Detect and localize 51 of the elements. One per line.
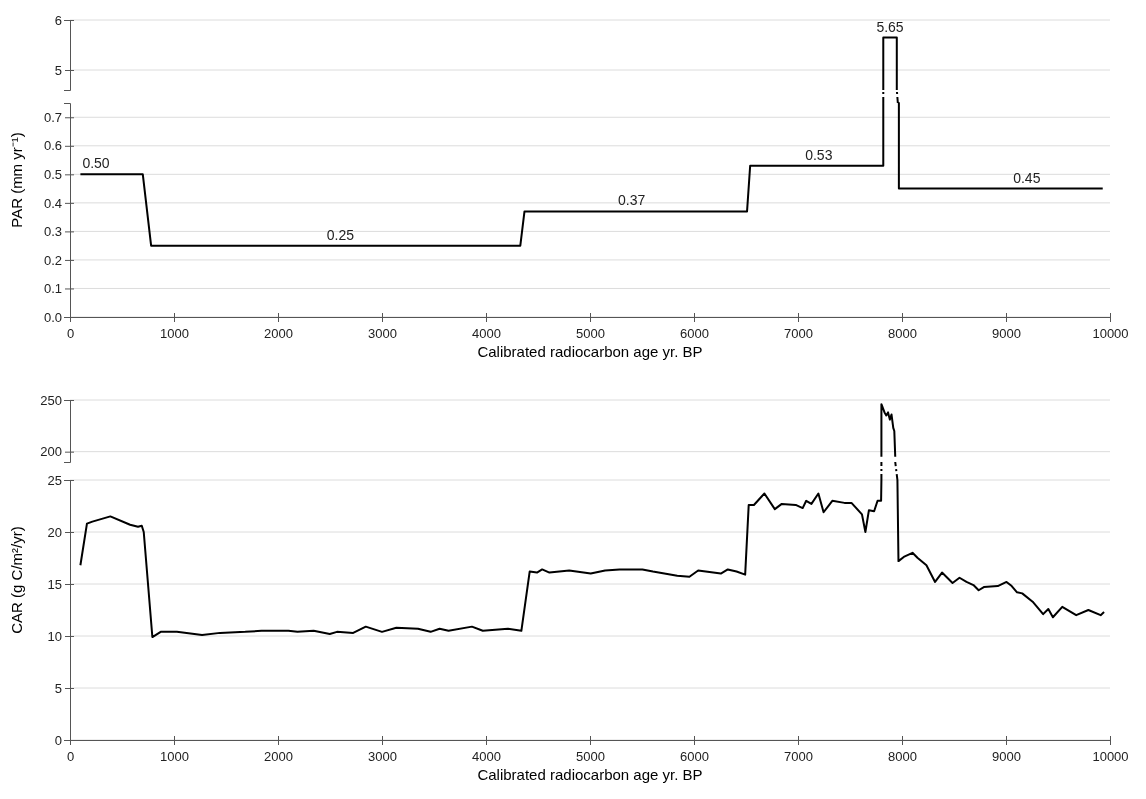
- y-tick-label: 0.6: [43, 138, 62, 154]
- y-axis-title: PAR (mm yr⁻¹): [8, 132, 25, 228]
- x-tick-label: 9000: [992, 326, 1021, 341]
- x-tick-label: 3000: [368, 326, 397, 341]
- y-tick-label: 6: [54, 12, 62, 28]
- x-tick-label: 2000: [264, 326, 293, 341]
- y-tick-label: 200: [40, 444, 62, 460]
- y-tick-label: 0: [54, 732, 62, 748]
- x-tick-label: 6000: [680, 326, 709, 341]
- x-tick-label: 3000: [368, 749, 397, 764]
- y-tick-label: 0.3: [43, 224, 62, 240]
- x-axis-title: Calibrated radiocarbon age yr. BP: [477, 766, 703, 783]
- y-tick-label: 0.1: [43, 281, 62, 297]
- x-tick-label: 1000: [160, 749, 189, 764]
- x-tick-label: 5000: [576, 749, 605, 764]
- annotation: 0.25: [326, 226, 355, 243]
- y-tick-label: 20: [47, 524, 62, 540]
- x-tick-label: 9000: [992, 749, 1021, 764]
- y-tick-label: 5: [54, 62, 62, 78]
- x-tick-label: 5000: [576, 326, 605, 341]
- x-tick-label: 0: [66, 749, 75, 764]
- x-tick-label: 4000: [472, 326, 501, 341]
- x-tick-label: 6000: [680, 749, 709, 764]
- y-axis-title: CAR (g C/m²/yr): [8, 526, 25, 634]
- x-tick-label: 0: [66, 326, 75, 341]
- y-tick-label: 0.5: [43, 166, 62, 182]
- annotation: 0.53: [805, 146, 833, 163]
- x-tick-label: 4000: [472, 749, 501, 764]
- x-tick-label: 10000: [1092, 749, 1129, 764]
- x-tick-label: 2000: [264, 749, 293, 764]
- x-tick-label: 10000: [1092, 326, 1129, 341]
- annotation: 0.45: [1013, 169, 1041, 186]
- y-tick-label: 250: [40, 392, 62, 408]
- y-tick-label: 25: [47, 472, 62, 488]
- y-tick-label: 0.7: [43, 109, 62, 125]
- annotation: 5.65: [876, 18, 904, 35]
- x-tick-label: 1000: [160, 326, 189, 341]
- annotation: 0.37: [617, 192, 646, 209]
- y-tick-label: 0.0: [43, 309, 62, 325]
- x-tick-label: 7000: [784, 749, 813, 764]
- x-axis-title: Calibrated radiocarbon age yr. BP: [477, 343, 703, 360]
- y-tick-label: 15: [47, 576, 62, 592]
- x-tick-label: 8000: [888, 326, 917, 341]
- y-tick-label: 10: [47, 628, 62, 644]
- x-tick-label: 8000: [888, 749, 917, 764]
- y-tick-label: 0.2: [43, 252, 62, 268]
- x-tick-label: 7000: [784, 326, 813, 341]
- y-tick-label: 0.4: [43, 195, 62, 211]
- y-tick-label: 5: [54, 680, 62, 696]
- line-series: [880, 403, 897, 458]
- annotation: 0.50: [82, 155, 110, 172]
